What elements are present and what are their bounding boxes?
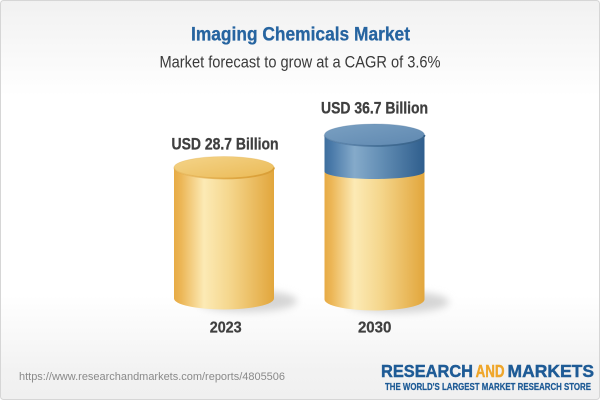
svg-text:Market forecast to grow at a C: Market forecast to grow at a CAGR of 3.6… — [160, 53, 441, 71]
svg-text:https://www.researchandmarkets: https://www.researchandmarkets.com/repor… — [19, 371, 285, 383]
svg-text:USD 36.7 Billion: USD 36.7 Billion — [321, 98, 428, 117]
svg-text:MARKETS: MARKETS — [508, 361, 595, 381]
svg-text:2030: 2030 — [358, 319, 392, 336]
svg-text:Imaging Chemicals Market: Imaging Chemicals Market — [191, 24, 410, 46]
svg-text:USD 28.7 Billion: USD 28.7 Billion — [172, 134, 279, 153]
svg-text:AND: AND — [476, 361, 505, 381]
svg-text:THE WORLD'S LARGEST MARKET RES: THE WORLD'S LARGEST MARKET RESEARCH STOR… — [385, 382, 591, 393]
svg-text:2023: 2023 — [210, 319, 242, 336]
svg-text:RESEARCH: RESEARCH — [381, 361, 473, 381]
